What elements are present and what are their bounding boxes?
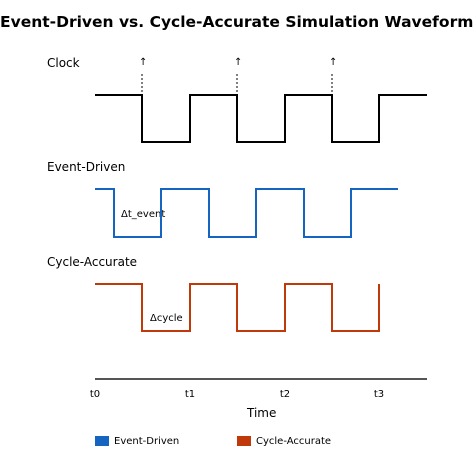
diagram-title: Event-Driven vs. Cycle-Accurate Simulati… bbox=[0, 13, 474, 31]
event-driven-waveform bbox=[95, 188, 398, 238]
clock-row-label: Clock bbox=[47, 56, 80, 70]
time-tick-t3: t3 bbox=[373, 389, 385, 400]
time-tick-t1: t1 bbox=[184, 389, 196, 400]
clock-edge-marker-2: ↑ bbox=[234, 57, 243, 68]
cycle-accurate-waveform bbox=[95, 283, 380, 332]
legend-label-event-driven: Event-Driven bbox=[114, 436, 180, 447]
time-tick-t0: t0 bbox=[89, 389, 101, 400]
cycle-row-label: Cycle-Accurate bbox=[47, 255, 138, 269]
legend-label-cycle-accurate: Cycle-Accurate bbox=[256, 436, 332, 447]
event-delta-annotation: Δt_event bbox=[121, 209, 166, 220]
legend-swatch-event-driven bbox=[95, 436, 109, 446]
legend-swatch-cycle-accurate bbox=[237, 436, 251, 446]
clock-edge-marker-3: ↑ bbox=[329, 57, 338, 68]
event-row-label: Event-Driven bbox=[47, 160, 126, 174]
time-axis-label: Time bbox=[247, 406, 277, 420]
clock-waveform bbox=[95, 94, 427, 143]
clock-edge-marker-1: ↑ bbox=[139, 57, 148, 68]
cycle-delta-annotation: Δcycle bbox=[150, 313, 183, 324]
time-tick-t2: t2 bbox=[279, 389, 291, 400]
